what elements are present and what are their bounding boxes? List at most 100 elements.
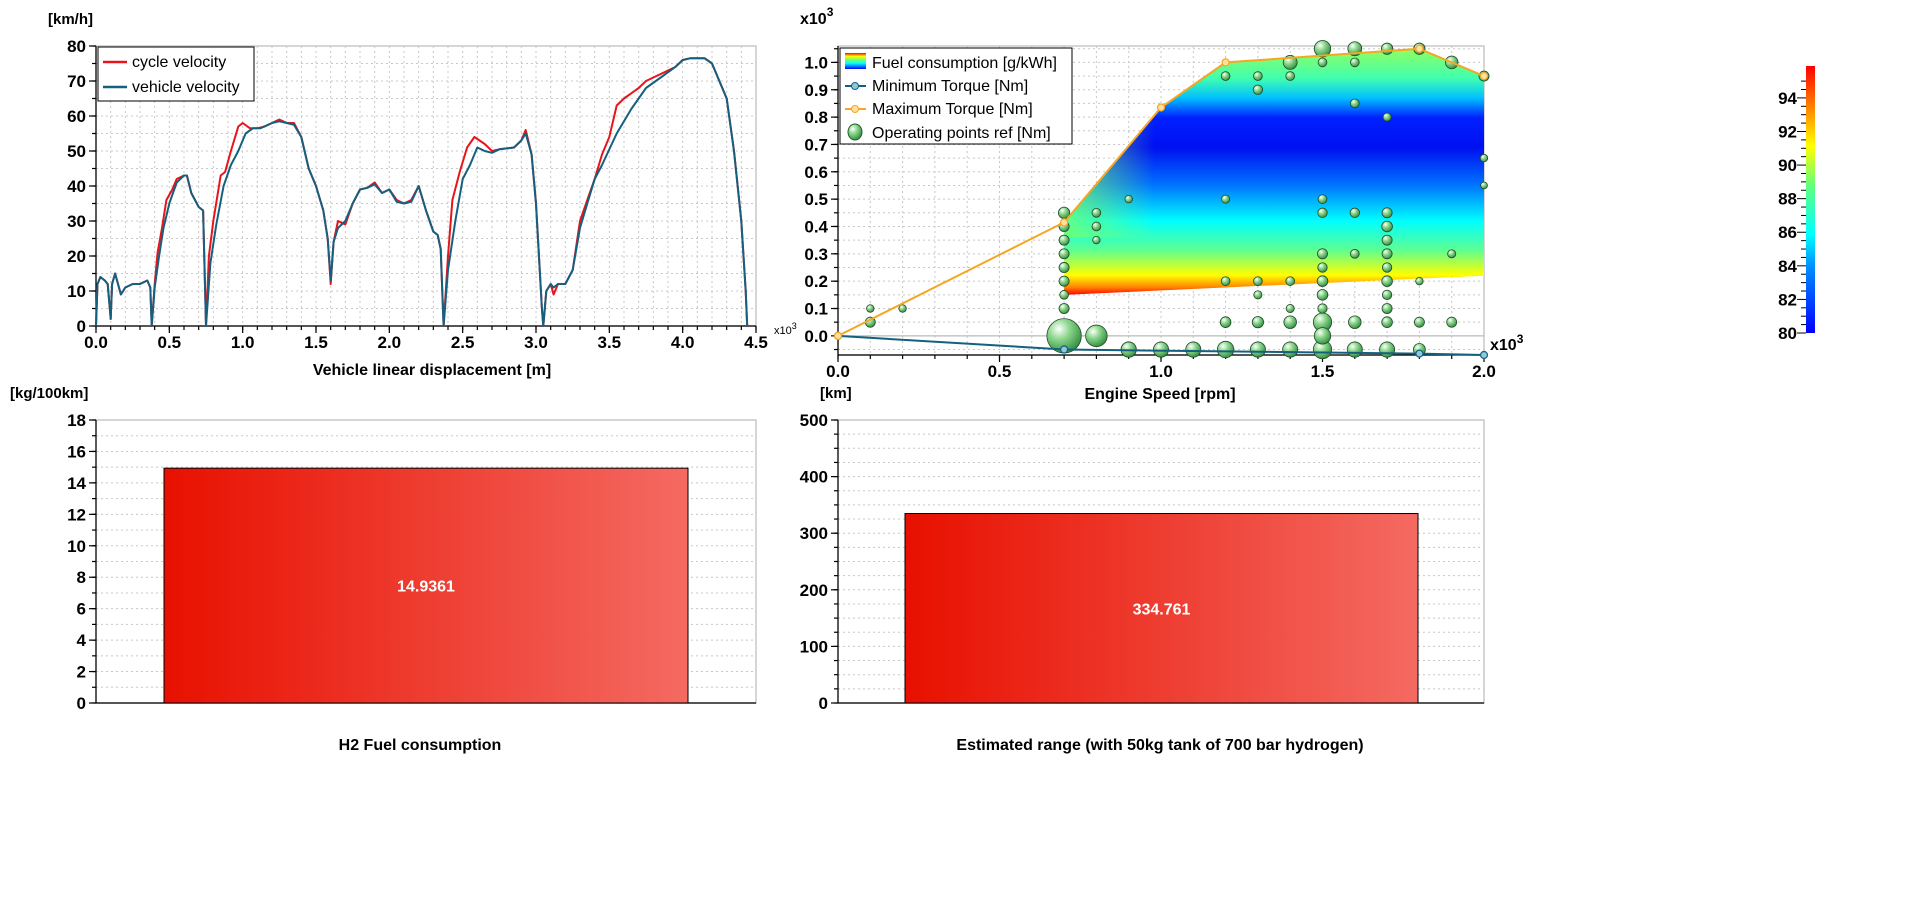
x-tick-label: 2.0 bbox=[1472, 362, 1496, 381]
y-tick-label: 0 bbox=[819, 694, 828, 713]
operating-point bbox=[1317, 207, 1328, 218]
y-tick-label: 0.1 bbox=[804, 300, 828, 319]
x-multiplier: x103 bbox=[1490, 332, 1524, 354]
operating-point bbox=[898, 304, 907, 313]
operating-point bbox=[1249, 341, 1266, 358]
x-axis-title: Engine Speed [rpm] bbox=[1084, 386, 1235, 403]
y-tick-label: 20 bbox=[67, 247, 86, 266]
maximum-torque-marker bbox=[1221, 58, 1230, 67]
operating-point bbox=[1381, 289, 1393, 300]
maximum-torque-marker bbox=[1415, 44, 1424, 53]
operating-point bbox=[1381, 220, 1393, 233]
minimum-torque-marker bbox=[1415, 349, 1424, 358]
operating-point bbox=[1285, 71, 1295, 81]
colorbar-tick-label: 94 bbox=[1778, 89, 1797, 108]
operating-point bbox=[1381, 234, 1393, 246]
maximum-torque-marker bbox=[1059, 218, 1069, 227]
operating-point bbox=[1091, 208, 1102, 218]
y-multiplier: x103 bbox=[800, 5, 834, 28]
operating-point bbox=[1058, 303, 1070, 314]
operating-point bbox=[1480, 181, 1488, 190]
operating-point bbox=[1381, 42, 1394, 55]
y-unit-label: [kg/100km] bbox=[10, 385, 88, 402]
legend-bubble bbox=[847, 123, 863, 141]
minimum-torque-marker bbox=[1059, 345, 1069, 354]
operating-point bbox=[1350, 98, 1360, 109]
y-tick-label: 6 bbox=[77, 600, 86, 619]
operating-point bbox=[1446, 316, 1458, 328]
operating-point bbox=[1379, 341, 1396, 358]
operating-point bbox=[1381, 248, 1393, 260]
y-tick-label: 50 bbox=[67, 142, 86, 161]
operating-point bbox=[1285, 304, 1295, 313]
legend-vehicle-velocity: vehicle velocity bbox=[132, 79, 240, 96]
colorbar-tick-label: 80 bbox=[1778, 324, 1797, 343]
bar bbox=[904, 513, 1419, 704]
fuel-consumption-map bbox=[1064, 48, 1484, 295]
operating-point bbox=[1317, 303, 1328, 314]
x-tick-label: 1.5 bbox=[304, 333, 328, 352]
y-tick-label: 0 bbox=[77, 317, 86, 336]
x-tick-label: 2.0 bbox=[378, 333, 402, 352]
y-tick-label: 18 bbox=[67, 411, 86, 430]
x-tick-label: 0.5 bbox=[158, 333, 182, 352]
x-axis-title: Vehicle linear displacement [m] bbox=[313, 362, 551, 379]
operating-point bbox=[1058, 262, 1070, 273]
y-tick-label: 10 bbox=[67, 537, 86, 556]
y-tick-label: 0.2 bbox=[804, 272, 828, 291]
maximum-torque-marker bbox=[833, 331, 843, 340]
x-tick-label: 2.5 bbox=[451, 333, 475, 352]
operating-point bbox=[1124, 194, 1133, 204]
legend-swatch-fuel bbox=[845, 53, 866, 69]
x-tick-label: 1.5 bbox=[1311, 362, 1335, 381]
y-tick-label: 30 bbox=[67, 212, 86, 231]
legend-marker-max bbox=[851, 105, 859, 113]
operating-point bbox=[1317, 194, 1328, 204]
colorbar-tick-label: 82 bbox=[1778, 290, 1797, 309]
y-tick-label: 70 bbox=[67, 72, 86, 91]
legend-minimum-torque: Minimum Torque [Nm] bbox=[872, 78, 1028, 95]
operating-point bbox=[1313, 327, 1332, 345]
y-tick-label: 10 bbox=[67, 282, 86, 301]
y-tick-label: 80 bbox=[67, 37, 86, 56]
y-tick-label: 0.9 bbox=[804, 81, 828, 100]
y-tick-label: 60 bbox=[67, 107, 86, 126]
y-unit-label: [km] bbox=[820, 385, 852, 402]
operating-point bbox=[866, 304, 875, 313]
y-tick-label: 1.0 bbox=[804, 53, 828, 72]
operating-point bbox=[1283, 315, 1297, 329]
x-tick-label: 4.5 bbox=[744, 333, 768, 352]
x-tick-label: 3.0 bbox=[524, 333, 548, 352]
operating-point bbox=[1381, 316, 1393, 328]
y-tick-label: 12 bbox=[67, 505, 86, 524]
y-tick-label: 8 bbox=[77, 568, 86, 587]
operating-point bbox=[1381, 303, 1393, 314]
y-tick-label: 0 bbox=[77, 694, 86, 713]
x-category-label: H2 Fuel consumption bbox=[339, 737, 502, 754]
operating-point bbox=[1317, 248, 1328, 260]
y-tick-label: 300 bbox=[800, 524, 828, 543]
legend: cycle velocity vehicle velocity bbox=[97, 46, 255, 102]
operating-point bbox=[1415, 277, 1424, 286]
colorbar-tick-label: 90 bbox=[1778, 156, 1797, 175]
operating-point bbox=[1382, 112, 1392, 122]
y-tick-label: 0.5 bbox=[804, 190, 828, 209]
colorbar bbox=[1806, 66, 1815, 333]
operating-point bbox=[1221, 194, 1231, 204]
operating-point bbox=[1253, 71, 1263, 81]
operating-point bbox=[1220, 276, 1231, 286]
operating-point bbox=[1059, 290, 1069, 300]
operating-point bbox=[1091, 221, 1102, 232]
legend-fuel-consumption: Fuel consumption [g/kWh] bbox=[872, 55, 1057, 72]
colorbar-tick-label: 84 bbox=[1778, 257, 1797, 276]
operating-point bbox=[1381, 207, 1393, 219]
operating-point bbox=[1479, 153, 1489, 163]
y-tick-label: 400 bbox=[800, 468, 828, 487]
x-tick-label: 3.5 bbox=[598, 333, 622, 352]
legend-cycle-velocity: cycle velocity bbox=[132, 54, 226, 71]
y-tick-label: 16 bbox=[67, 442, 86, 461]
y-tick-label: 200 bbox=[800, 581, 828, 600]
operating-point bbox=[1216, 340, 1235, 359]
y-tick-label: 40 bbox=[67, 177, 86, 196]
y-tick-label: 0.4 bbox=[804, 217, 828, 236]
